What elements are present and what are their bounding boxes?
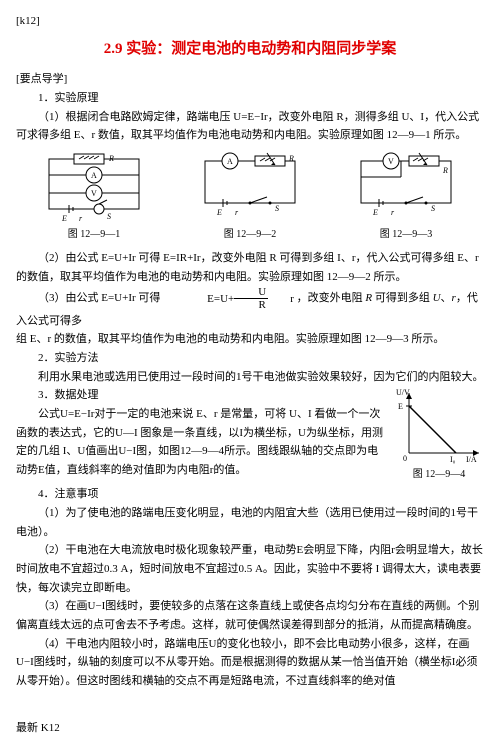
svg-text:0: 0: [403, 454, 407, 463]
frac-top: U: [234, 286, 268, 299]
fig1-label: 图 12—9—1: [39, 226, 149, 243]
sec2-h: 2．实验方法: [16, 349, 484, 368]
svg-text:U/V: U/V: [396, 388, 410, 397]
circuit-icon: A R Er S: [195, 151, 305, 226]
svg-text:I/A: I/A: [466, 455, 477, 464]
svg-text:A: A: [91, 171, 97, 180]
sec4-p1: （1）为了使电池的路端电压变化明显，电池的内阻宜大些（选用已使用过一段时间的1号…: [16, 504, 484, 541]
circuit-icon: R A V Er S: [39, 151, 149, 226]
svg-text:A: A: [227, 157, 233, 166]
sec1-p1: （1）根据闭合电路欧姆定律，路端电压 U=E−Ir，改变外电阻 R，测得多组 U…: [16, 108, 484, 145]
fig3-label: 图 12—9—3: [351, 226, 461, 243]
sec2-p: 利用水果电池或选用已使用过一段时间的1号干电池做实验效果较好，因为它们的内阻较大…: [16, 368, 484, 387]
fig3: V R Er S 图 12—9—3: [351, 151, 461, 243]
circuit-icon: V R Er S: [351, 151, 461, 226]
sec4-p3: （3）在画U−I图线时，要使较多的点落在这条直线上或使各点均匀分布在直线的两侧。…: [16, 597, 484, 634]
svg-text:E: E: [372, 208, 378, 217]
sec1-h: 1．实验原理: [16, 89, 484, 108]
doc-tag: [k12]: [16, 12, 484, 31]
sec4-p4: （4）干电池内阻较小时，路端电压U的变化也较小，即不会比电动势小很多，这样，在画…: [16, 635, 484, 691]
svg-text:R: R: [442, 166, 448, 175]
frac-bot: R: [234, 299, 268, 311]
sec1-p3c: 组 E、r 的数值，取其平均值作为电池的电动势和内电阻。实验原理如图 12—9—…: [16, 330, 484, 349]
graph-icon: U/V E 0 I₀ I/A: [394, 388, 484, 466]
svg-text:S: S: [431, 204, 435, 213]
sec1-p2: （2）由公式 E=U+Ir 可得 E=IR+Ir，改变外电阻 R 可得到多组 I…: [16, 249, 484, 286]
svg-text:V: V: [388, 157, 394, 166]
svg-text:I₀: I₀: [450, 455, 456, 464]
sec4-h: 4．注意事项: [16, 485, 484, 504]
figure-row: R A V Er S 图 12—9—1 A R Er S 图 12—9—2 V: [16, 151, 484, 243]
svg-text:S: S: [107, 212, 111, 221]
svg-text:S: S: [275, 204, 279, 213]
svg-text:r: r: [235, 208, 239, 217]
svg-text:R: R: [108, 154, 114, 163]
svg-text:E: E: [216, 208, 222, 217]
fig4-label: 图 12—9—4: [394, 466, 484, 483]
fig1: R A V Er S 图 12—9—1: [39, 151, 149, 243]
section-head: [要点导学]: [16, 70, 484, 89]
sec1-p3: （3）由公式 E=U+Ir 可得 E=U+URr ，改变外电阻 R 可得到多组 …: [16, 286, 484, 330]
svg-text:E: E: [398, 402, 403, 411]
fig2: A R Er S 图 12—9—2: [195, 151, 305, 243]
svg-text:E: E: [61, 214, 67, 223]
svg-text:V: V: [91, 189, 97, 198]
fig4: U/V E 0 I₀ I/A 图 12—9—4: [394, 388, 484, 483]
sec4-p2: （2）干电池在大电流放电时极化现象较严重，电动势E会明显下降，内阻r会明显增大，…: [16, 541, 484, 597]
fig2-label: 图 12—9—2: [195, 226, 305, 243]
doc-title: 2.9 实验：测定电池的电动势和内阻同步学案: [16, 37, 484, 63]
svg-text:r: r: [391, 208, 395, 217]
footer: 最新 K12: [16, 719, 484, 738]
svg-text:r: r: [79, 214, 83, 223]
svg-text:R: R: [288, 154, 294, 163]
p3a: （3）由公式 E=U+Ir 可得: [38, 292, 160, 304]
